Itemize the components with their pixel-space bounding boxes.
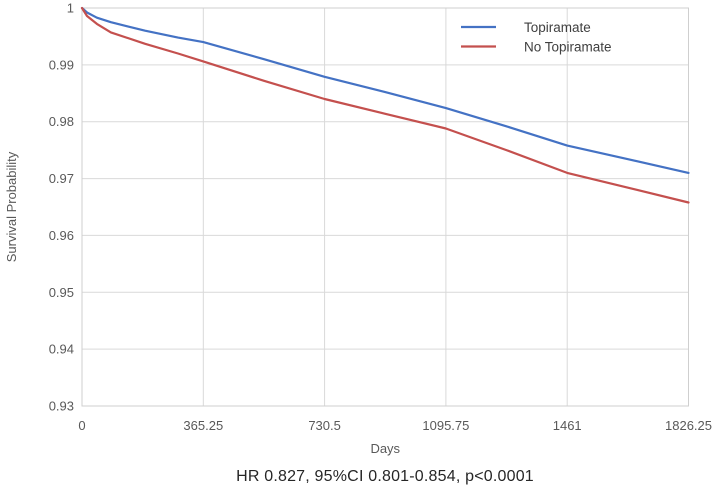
x-tick-label: 1461 xyxy=(553,418,582,433)
y-tick-label: 0.97 xyxy=(49,171,74,186)
y-tick-label: 0.96 xyxy=(49,228,74,243)
x-tick-label: 730.5 xyxy=(308,418,341,433)
legend-label-no-topiramate: No Topiramate xyxy=(524,39,612,54)
x-tick-label: 0 xyxy=(78,418,85,433)
series-line-topiramate xyxy=(80,6,690,174)
series-line-no-topiramate xyxy=(80,6,690,204)
y-tick-label: 1 xyxy=(67,1,74,16)
x-tick-label: 1095.75 xyxy=(422,418,469,433)
y-axis-title: Survival Probability xyxy=(4,151,19,262)
x-tick-label: 365.25 xyxy=(183,418,223,433)
y-tick-label: 0.93 xyxy=(49,399,74,414)
legend-item-no-topiramate: No Topiramate xyxy=(461,39,612,54)
y-tick-label: 0.99 xyxy=(49,57,74,72)
y-tick-label: 0.94 xyxy=(49,342,74,357)
chart-caption: HR 0.827, 95%CI 0.801-0.854, p<0.0001 xyxy=(236,468,534,485)
legend-label-topiramate: Topiramate xyxy=(524,20,591,35)
x-axis-title: Days xyxy=(370,441,400,456)
x-tick-label: 1826.25 xyxy=(665,418,712,433)
y-tick-label: 0.98 xyxy=(49,114,74,129)
survival-chart: 1 0.99 0.98 0.97 0.96 0.95 0.94 0.93 0 365.25 730.… xyxy=(4,1,712,457)
plot-border xyxy=(81,7,689,407)
y-tick-label: 0.95 xyxy=(49,285,74,300)
legend-item-topiramate: Topiramate xyxy=(461,20,591,35)
